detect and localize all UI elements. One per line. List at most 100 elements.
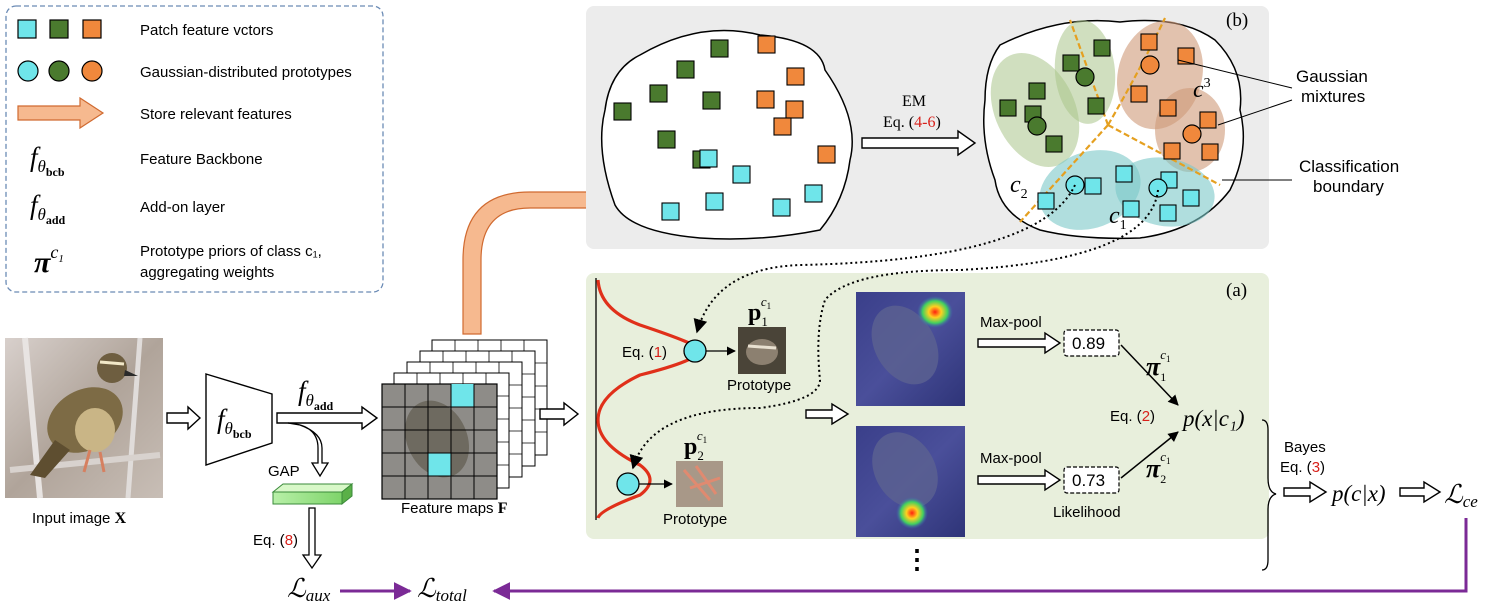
patch-square — [613, 102, 632, 121]
gap-top — [271, 483, 354, 493]
bayes-label: Bayes — [1284, 439, 1326, 456]
patch-square — [676, 60, 695, 79]
pi-1-symbol: π1c1 — [1146, 347, 1170, 384]
prototype-2-label: Prototype — [663, 511, 727, 528]
patch-square — [1163, 142, 1181, 160]
bird-tail — [30, 440, 70, 478]
pointer-gm-1 — [1177, 59, 1293, 89]
patch-square — [785, 100, 804, 119]
bird-breast — [75, 408, 115, 452]
input-image — [5, 337, 163, 499]
bird-legs — [82, 449, 106, 473]
arrow-maxpool-2 — [977, 468, 1062, 492]
legend: Patch feature vctors Gaussian-distribute… — [5, 5, 384, 293]
patch-square — [817, 145, 836, 164]
legend-priors-line1: Prototype priors of class c₁, — [140, 243, 322, 260]
arrow-input-to-backbone — [166, 405, 202, 431]
legend-square-green — [49, 19, 69, 39]
legend-circle-orange — [81, 60, 103, 82]
backbone-trapezoid — [205, 373, 273, 466]
legend-square-orange — [82, 19, 102, 39]
patch-square — [649, 84, 668, 103]
maxpool-2-label: Max-pool — [980, 450, 1042, 467]
gap-label: GAP — [268, 463, 300, 480]
patch-square — [1177, 47, 1195, 65]
feature-map-bird — [404, 400, 470, 478]
patch-square — [1201, 143, 1219, 161]
likelihood-label: Likelihood — [1053, 504, 1121, 521]
label-c3: c3 — [1193, 76, 1211, 103]
score-2-box — [1063, 466, 1120, 494]
patch-square — [1159, 204, 1177, 222]
gap-front — [272, 491, 343, 505]
legend-store: Store relevant features — [140, 106, 292, 123]
patch-square — [1084, 177, 1102, 195]
legend-prototypes: Gaussian-distributed prototypes — [140, 64, 352, 81]
bird-beak — [124, 370, 138, 376]
legend-pi-symbol: πc1 — [34, 242, 64, 279]
patch-square — [804, 184, 823, 203]
arrow-em — [861, 129, 977, 157]
label-c2: c2 — [1010, 172, 1028, 202]
legend-f-bcb-symbol: fθbcb — [30, 142, 65, 179]
branch-right — [125, 337, 143, 499]
loss-ce: ℒce — [1444, 480, 1478, 511]
loss-aux: ℒaux — [287, 574, 331, 605]
bird-head — [97, 353, 127, 383]
gaussian-curve — [596, 279, 702, 519]
arrow-maxpool-1 — [977, 331, 1062, 355]
ellipsis: ⋮ — [904, 545, 930, 574]
loss-total: ℒtotal — [417, 574, 467, 605]
score-1-box — [1063, 329, 1120, 357]
patch-square — [699, 149, 718, 168]
patch-square — [1159, 99, 1177, 117]
arrow-pcx-to-ce — [1399, 480, 1442, 504]
branch-bottom — [9, 452, 161, 473]
patch-square — [773, 117, 792, 136]
heatmap-2-hotspot — [896, 497, 928, 529]
heatmap-1-bird — [871, 305, 939, 385]
patch-square — [772, 198, 791, 217]
arrow-ce-to-total — [492, 518, 1468, 600]
eq2-label: Eq. (2) — [1110, 408, 1155, 425]
patch-square — [657, 130, 676, 149]
bayes-brace — [1261, 419, 1277, 571]
legend-backbone: Feature Backbone — [140, 151, 263, 168]
panel-a-tag: (a) — [1226, 280, 1247, 301]
em-label: EM — [902, 93, 926, 110]
prototype-2-node — [616, 472, 640, 496]
patch-square — [1115, 165, 1133, 183]
input-image-label: Input image X — [32, 510, 127, 527]
patch-square — [1037, 192, 1055, 210]
patch-square — [710, 39, 729, 58]
patch-square — [1199, 111, 1217, 129]
eq3-label: Eq. (3) — [1280, 459, 1325, 476]
arrow-gap-to-aux — [301, 507, 323, 570]
prototype-2-legs — [682, 465, 721, 501]
patch-square — [999, 99, 1017, 117]
prototype-1-eyebrow — [747, 344, 777, 350]
score-2: 0.73 — [1072, 471, 1105, 490]
gap-vector — [271, 482, 354, 506]
em-eq-label: Eq. (4-6) — [883, 114, 941, 131]
patch-square — [1093, 39, 1111, 57]
boundary-4 — [1107, 17, 1166, 126]
patch-square — [1140, 33, 1158, 51]
legend-f-add-symbol: fθadd — [30, 190, 66, 227]
blob-left-patches — [613, 35, 836, 221]
addon-symbol: fθadd — [298, 376, 334, 413]
patch-square — [661, 202, 680, 221]
patch-square — [786, 67, 805, 86]
panel-b-tag: (b) — [1226, 10, 1248, 31]
pi-2-symbol: π2c1 — [1146, 449, 1170, 486]
patch-square — [1028, 82, 1046, 100]
patch-square — [757, 35, 776, 54]
arrow-score1-to-pxc — [1120, 344, 1179, 406]
pcx-label: p(c|x) — [1330, 481, 1386, 506]
heatmap-1-hotspot — [917, 296, 953, 328]
patch-square — [1122, 200, 1140, 218]
pxc-label: p(x|c₁) — [1181, 406, 1245, 431]
legend-addon: Add-on layer — [140, 199, 225, 216]
patch-square — [1045, 135, 1063, 153]
